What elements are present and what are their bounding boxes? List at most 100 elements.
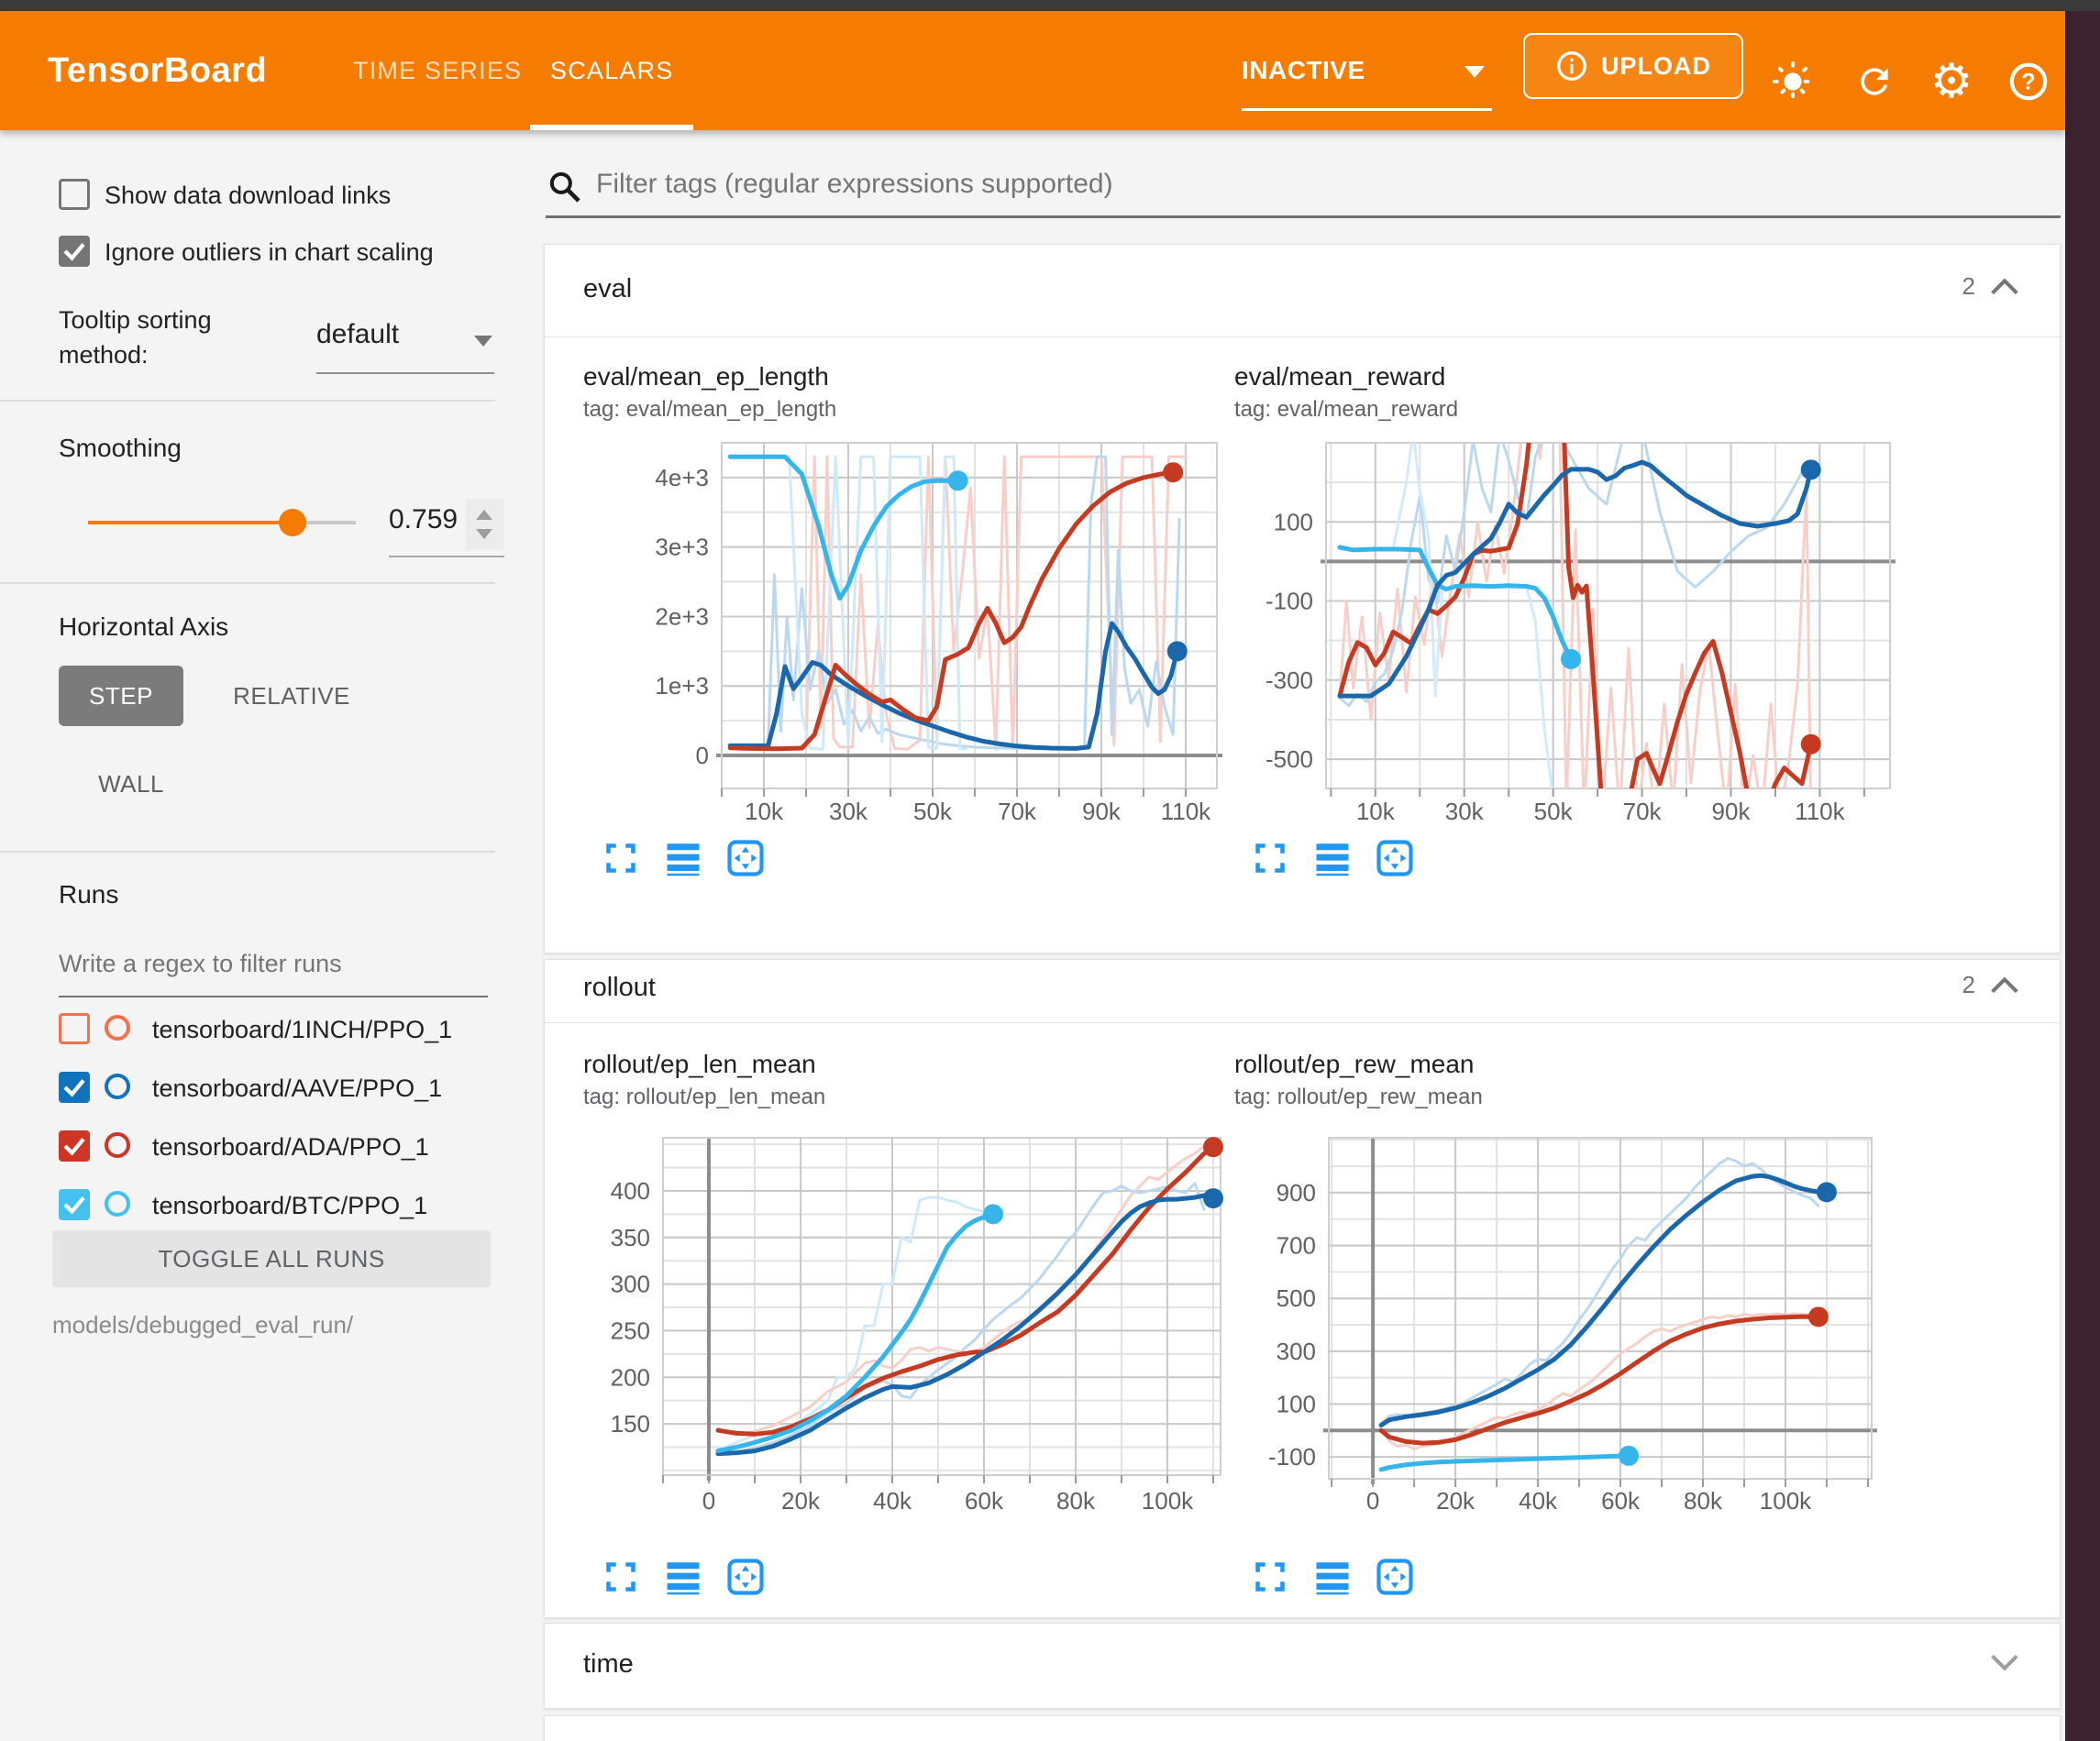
brightness-icon[interactable]	[1762, 50, 1824, 113]
tab-time-series[interactable]: TIME SERIES	[353, 57, 523, 84]
svg-text:110k: 110k	[1161, 798, 1211, 825]
toggle-all-runs-button[interactable]: TOGGLE ALL RUNS	[52, 1230, 491, 1287]
svg-text:900: 900	[1277, 1179, 1316, 1207]
svg-text:0: 0	[1366, 1487, 1379, 1515]
runs-footer-path: models/debugged_eval_run/	[52, 1311, 354, 1339]
svg-text:100k: 100k	[1760, 1487, 1812, 1515]
run-color-radio[interactable]	[105, 1015, 130, 1041]
section-expand-time[interactable]	[1990, 1653, 2019, 1676]
section-collapse-rollout[interactable]: 2	[1962, 971, 2019, 999]
smoothing-slider-track[interactable]	[88, 521, 356, 524]
run-color-radio[interactable]	[105, 1074, 130, 1099]
svg-text:110k: 110k	[1795, 798, 1845, 825]
sidebar-divider	[0, 582, 495, 584]
svg-text:10k: 10k	[745, 798, 784, 825]
run-checkbox[interactable]	[59, 1189, 90, 1220]
run-checkbox[interactable]	[59, 1130, 90, 1162]
spinner-up-icon	[476, 510, 492, 520]
status-dropdown[interactable]: INACTIVE	[1242, 11, 1492, 130]
upload-button[interactable]: UPLOAD	[1523, 33, 1743, 99]
axis-wall-button[interactable]: WALL	[98, 770, 164, 798]
svg-text:40k: 40k	[1519, 1487, 1558, 1515]
svg-text:400: 400	[611, 1177, 650, 1205]
sidebar-divider	[0, 400, 495, 402]
settings-gear-icon[interactable]: ⚙	[1929, 55, 1973, 108]
svg-text:40k: 40k	[873, 1487, 912, 1515]
data-table-icon[interactable]	[664, 1558, 702, 1596]
svg-text:1e+3: 1e+3	[655, 672, 709, 700]
svg-text:-500: -500	[1266, 745, 1313, 773]
pan-zoom-icon[interactable]	[1376, 839, 1414, 877]
svg-text:3e+3: 3e+3	[655, 534, 709, 561]
svg-text:100: 100	[1274, 508, 1313, 535]
data-table-icon[interactable]	[1313, 839, 1352, 877]
chart-title: rollout/ep_len_mean	[583, 1050, 816, 1078]
chevron-down-icon	[474, 336, 492, 347]
smoothing-value-input[interactable]	[389, 504, 464, 535]
fullscreen-icon[interactable]	[602, 839, 640, 877]
section-card-rollout: rollout 2 rollout/ep_len_mean tag: rollo…	[544, 959, 2061, 1618]
svg-text:80k: 80k	[1684, 1487, 1723, 1515]
show-download-links-checkbox[interactable]	[59, 179, 90, 210]
svg-text:70k: 70k	[998, 798, 1037, 825]
status-value: INACTIVE	[1242, 56, 1365, 84]
svg-text:100: 100	[1277, 1390, 1316, 1417]
axis-relative-button[interactable]: RELATIVE	[233, 682, 350, 710]
smoothing-slider-thumb[interactable]	[279, 509, 306, 536]
section-collapse-eval[interactable]: 2	[1962, 272, 2019, 301]
fullscreen-icon[interactable]	[1251, 839, 1289, 877]
ignore-outliers-label: Ignore outliers in chart scaling	[105, 238, 434, 266]
chevron-up-icon	[1991, 976, 2018, 993]
active-tab-indicator	[530, 125, 693, 130]
axis-step-button[interactable]: STEP	[59, 666, 183, 726]
refresh-icon[interactable]	[1843, 50, 1906, 113]
run-row: tensorboard/ADA/PPO_1	[0, 1126, 514, 1170]
run-color-radio[interactable]	[105, 1132, 130, 1158]
run-checkbox[interactable]	[59, 1072, 90, 1103]
spinner-down-icon	[476, 529, 492, 539]
filter-tags-input[interactable]	[596, 169, 1788, 200]
fullscreen-icon[interactable]	[602, 1558, 640, 1596]
pan-zoom-icon[interactable]	[726, 839, 765, 877]
smoothing-label: Smoothing	[59, 434, 182, 462]
chart-rollout-ep-len-mean[interactable]: 150 200 250 300 350 400 0 20k 40k 60k 80k 100k	[583, 1119, 1225, 1550]
smoothing-spinner[interactable]	[466, 499, 504, 550]
tooltip-sorting-label: Tooltip sorting method:	[59, 306, 212, 369]
data-table-icon[interactable]	[664, 839, 702, 877]
runs-filter-input[interactable]	[59, 950, 481, 978]
svg-text:100k: 100k	[1142, 1487, 1194, 1515]
svg-text:700: 700	[1277, 1232, 1316, 1260]
svg-text:0: 0	[696, 742, 709, 769]
tab-scalars[interactable]: SCALARS	[550, 57, 674, 84]
chart-actions	[602, 1558, 765, 1596]
run-label: tensorboard/AAVE/PPO_1	[152, 1074, 443, 1102]
chart-tag: tag: rollout/ep_rew_mean	[1234, 1085, 1483, 1109]
pan-zoom-icon[interactable]	[1376, 1558, 1414, 1596]
chevron-up-icon	[1991, 278, 2018, 294]
tooltip-sorting-dropdown[interactable]: default	[316, 319, 494, 374]
chart-rollout-ep-rew-mean[interactable]: -100 100 300 500 700 900 0 20k 40k 60k 80k 100k	[1234, 1119, 1931, 1550]
svg-text:300: 300	[1277, 1338, 1316, 1365]
chart-eval-mean-reward[interactable]: 100 -100 -300 -500 10k 30k 50k 70k 90k 110k	[1234, 423, 1931, 826]
svg-text:70k: 70k	[1623, 798, 1663, 825]
chart-eval-mean-ep-length[interactable]: 0 1e+3 2e+3 3e+3 4e+3 10k 30k 50k 70k 90k 110k	[583, 423, 1225, 826]
section-card-time: time	[544, 1623, 2061, 1709]
chart-actions	[602, 839, 765, 877]
app-title: TensorBoard	[48, 51, 268, 90]
data-table-icon[interactable]	[1313, 1558, 1352, 1596]
svg-text:10k: 10k	[1356, 798, 1396, 825]
run-checkbox[interactable]	[59, 1013, 90, 1044]
pan-zoom-icon[interactable]	[726, 1558, 765, 1596]
help-icon[interactable]: ?	[1997, 50, 2060, 113]
svg-text:350: 350	[611, 1224, 650, 1251]
horizontal-axis-label: Horizontal Axis	[59, 612, 229, 641]
fullscreen-icon[interactable]	[1251, 1558, 1289, 1596]
svg-text:150: 150	[611, 1410, 650, 1438]
runs-label: Runs	[59, 880, 119, 909]
ignore-outliers-checkbox[interactable]	[59, 236, 90, 267]
run-color-radio[interactable]	[105, 1191, 130, 1217]
chart-actions	[1251, 839, 1414, 877]
svg-text:-100: -100	[1268, 1443, 1316, 1471]
section-title-rollout: rollout	[583, 973, 656, 1002]
svg-text:500: 500	[1277, 1284, 1316, 1312]
